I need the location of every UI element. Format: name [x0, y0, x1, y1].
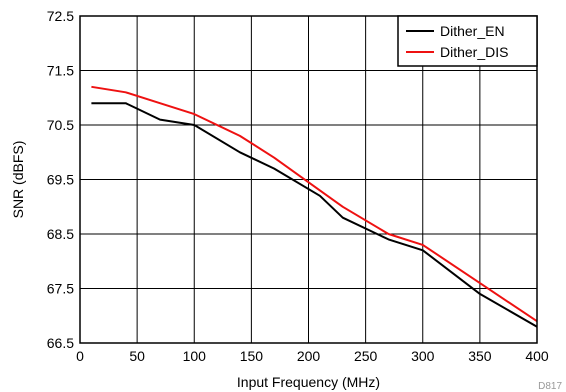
x-tick-label: 200 [297, 348, 321, 364]
y-tick-label: 71.5 [47, 63, 74, 79]
x-tick-label: 150 [240, 348, 264, 364]
x-tick-labels: 0 50 100 150 200 250 300 350 400 [76, 348, 549, 364]
grid-lines [79, 15, 538, 344]
series-line-dither-dis [91, 85, 538, 323]
x-tick-label: 350 [468, 348, 492, 364]
series-layer [91, 85, 538, 328]
y-tick-label: 67.5 [47, 281, 74, 297]
figure-id: D817 [538, 381, 562, 392]
y-tick-label: 68.5 [47, 226, 74, 242]
y-tick-label: 72.5 [47, 8, 74, 24]
x-tick-label: 400 [525, 348, 549, 364]
x-tick-label: 50 [129, 348, 145, 364]
legend-box [397, 15, 538, 67]
legend-label: Dither_DIS [440, 44, 508, 60]
x-tick-label: 100 [183, 348, 207, 364]
x-tick-label: 250 [354, 348, 378, 364]
x-tick-label: 300 [411, 348, 435, 364]
legend: Dither_EN Dither_DIS [397, 15, 538, 67]
x-axis-label: Input Frequency (MHz) [237, 374, 380, 390]
x-tick-label: 0 [76, 348, 84, 364]
y-axis-label: SNR (dBFS) [10, 141, 26, 219]
legend-label: Dither_EN [440, 23, 505, 39]
y-tick-label: 69.5 [47, 172, 74, 188]
y-tick-labels: 66.5 67.5 68.5 69.5 70.5 71.5 72.5 [47, 8, 74, 351]
series-line-dither-en [91, 102, 538, 328]
plot-area-frame [79, 15, 538, 344]
y-tick-label: 70.5 [47, 117, 74, 133]
y-tick-label: 66.5 [47, 335, 74, 351]
